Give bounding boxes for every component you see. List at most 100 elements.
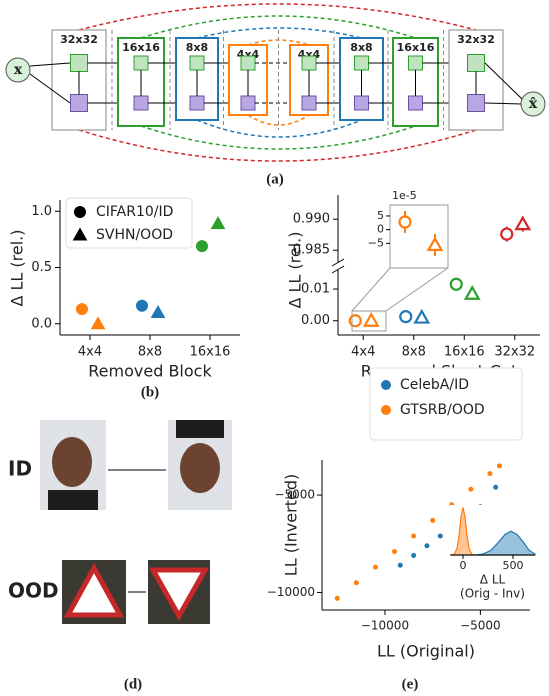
feature-square [468, 95, 485, 112]
x-axis-label: Δ LL [480, 573, 506, 587]
feature-square [355, 96, 369, 110]
feature-square [468, 55, 485, 72]
x-tick-label: 8x8 [138, 345, 162, 360]
marker [516, 218, 529, 230]
feature-square [409, 96, 423, 110]
block-label: 8x8 [350, 41, 372, 54]
y-tick-label: 0.01 [301, 282, 330, 297]
y-tick-label: −5 [368, 236, 384, 249]
face [180, 443, 220, 493]
marker [400, 216, 411, 227]
marker [415, 311, 428, 323]
point [468, 487, 473, 492]
marker [466, 287, 479, 299]
marker [501, 229, 512, 240]
skip-connection [79, 130, 476, 161]
skip-connection [141, 16, 416, 38]
x-tick-label: 500 [503, 559, 524, 572]
feature-square [241, 96, 255, 110]
marker [137, 300, 148, 311]
y-tick-label: −10000 [267, 585, 315, 599]
feature-square [302, 96, 316, 110]
point [335, 596, 340, 601]
feature-square [355, 56, 369, 70]
zoom-line [386, 268, 448, 311]
shirt [48, 490, 98, 510]
point [497, 463, 502, 468]
y-tick-label: 0.990 [293, 212, 330, 227]
id-images [40, 420, 232, 624]
zoom-line [352, 268, 390, 311]
point [493, 485, 498, 490]
point [398, 563, 403, 568]
feature-square [134, 56, 148, 70]
point [392, 549, 397, 554]
x-axis-label: (Orig - Inv) [460, 587, 525, 601]
x-tick-label: −5000 [460, 619, 501, 633]
marker [75, 207, 86, 218]
input-label: x [14, 62, 23, 78]
block-label: 8x8 [186, 41, 208, 54]
figure: ID OOD (d) 32x3216x168x84x44x48x816x1632… [0, 0, 549, 696]
y-tick-label: 0 [377, 223, 384, 236]
feature-square [190, 96, 204, 110]
feature-square [302, 56, 316, 70]
x-tick-label: 16x16 [444, 345, 485, 360]
caption: (b) [141, 384, 159, 400]
marker [400, 311, 411, 322]
skip-connection [197, 120, 362, 137]
x-tick-label: 16x16 [190, 345, 231, 360]
feature-square [190, 56, 204, 70]
legend-label: GTSRB/OOD [400, 402, 485, 418]
feature-square [241, 56, 255, 70]
point [373, 565, 378, 570]
x-tick-label: 0 [460, 559, 467, 572]
x-tick-label: 4x4 [351, 345, 375, 360]
y-tick-label: 0.5 [31, 260, 52, 275]
caption: (d) [124, 676, 142, 692]
inset-frame [390, 205, 448, 268]
legend-label: CelebA/ID [400, 377, 469, 393]
legend-label: SVHN/OOD [96, 227, 173, 243]
legend-label: CIFAR10/ID [96, 204, 173, 220]
y-tick-label: 1.0 [31, 204, 52, 219]
marker [77, 304, 88, 315]
x-axis-label: Removed Block [88, 362, 212, 381]
y-tick-label: 0.0 [31, 316, 52, 331]
skip-connection [79, 4, 476, 30]
block-label: 16x16 [122, 41, 160, 54]
y-tick-label: 0.00 [301, 313, 330, 328]
block-label: 16x16 [397, 41, 435, 54]
shirt [176, 420, 224, 438]
offset-label: 1e-5 [392, 189, 417, 202]
feature-square [71, 95, 88, 112]
x-axis-label: LL (Original) [377, 642, 475, 661]
y-axis-label: Δ LL (rel.) [8, 229, 27, 306]
y-tick-label: 5 [377, 209, 384, 222]
point [424, 543, 429, 548]
marker [350, 315, 361, 326]
row-label: ID [8, 457, 32, 481]
face [52, 437, 92, 487]
point [411, 553, 416, 558]
caption: (a) [266, 171, 284, 187]
point [487, 471, 492, 476]
point [430, 518, 435, 523]
feature-square [71, 55, 88, 72]
x-tick-label: 32x32 [494, 345, 535, 360]
point [438, 533, 443, 538]
legend-marker [381, 405, 391, 415]
x-tick-label: 4x4 [78, 345, 102, 360]
point [411, 533, 416, 538]
y-axis-label: LL (Inverted) [282, 474, 301, 576]
marker [365, 314, 378, 326]
skip-connection [197, 28, 362, 38]
marker [92, 317, 105, 329]
block-label: 32x32 [60, 33, 98, 46]
y-axis-label: Δ LL (rel.) [286, 231, 305, 308]
feature-square [134, 96, 148, 110]
marker [152, 306, 165, 318]
x-tick-label: −10000 [361, 619, 409, 633]
marker [451, 279, 462, 290]
caption: (e) [402, 676, 419, 692]
